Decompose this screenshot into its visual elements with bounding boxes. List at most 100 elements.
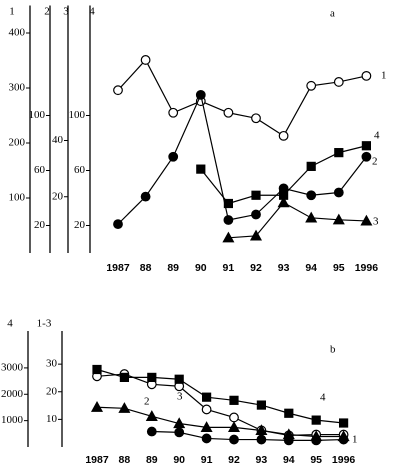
x-tick-label: 88 (119, 454, 131, 466)
y-tick-label: 60 (74, 164, 86, 176)
x-tick-label: 92 (250, 262, 262, 274)
marker (223, 107, 234, 118)
marker (311, 415, 321, 425)
marker (145, 410, 158, 421)
marker (147, 372, 157, 382)
series-line (228, 201, 367, 239)
marker (306, 80, 317, 91)
marker (284, 408, 294, 418)
marker (306, 161, 316, 171)
marker (168, 107, 179, 118)
marker (223, 198, 233, 209)
x-tick-label: 95 (310, 454, 322, 466)
series-label: 1 (381, 70, 387, 82)
marker (278, 130, 289, 141)
marker (334, 148, 344, 158)
marker (360, 214, 373, 226)
marker (140, 55, 151, 65)
marker (227, 421, 241, 432)
x-tick-label: 1996 (355, 262, 379, 274)
marker (361, 141, 371, 151)
marker (333, 77, 344, 87)
x-tick-label: 94 (283, 454, 295, 466)
x-tick-label: 95 (333, 262, 345, 274)
panel-label: a (330, 8, 335, 20)
x-tick-label: 1996 (332, 454, 356, 466)
series-label: 3 (177, 391, 183, 403)
series-label: 1 (352, 434, 358, 446)
marker (255, 424, 268, 436)
y-tick-label: 10 (46, 413, 58, 425)
y-axis-label: 4 (89, 6, 95, 18)
y-tick-label: 20 (74, 219, 86, 231)
marker (229, 434, 239, 445)
series-label: 3 (373, 216, 379, 228)
y-axis-label: 3 (63, 6, 69, 18)
y-tick-label: 300 (9, 82, 26, 94)
series-line (96, 406, 344, 438)
marker (195, 89, 206, 100)
marker (168, 151, 179, 162)
series-label: 2 (144, 396, 150, 408)
marker (251, 209, 261, 220)
x-tick-label: 93 (278, 262, 290, 274)
series-line (96, 373, 344, 437)
marker (119, 372, 130, 382)
marker (311, 435, 322, 446)
y-tick-label: 1000 (1, 414, 24, 426)
y-tick-label: 100 (9, 192, 26, 204)
series-line (96, 368, 344, 424)
y-tick-label: 400 (9, 27, 26, 39)
x-tick-label: 91 (201, 454, 213, 466)
panel-label: b (330, 344, 336, 356)
marker (113, 85, 123, 96)
marker (222, 231, 235, 243)
marker (90, 400, 104, 412)
y-tick-label: 40 (52, 134, 64, 146)
series-label: 2 (372, 156, 378, 168)
marker (332, 213, 345, 225)
y-tick-label: 200 (9, 137, 26, 149)
marker (92, 364, 102, 375)
marker (361, 151, 372, 162)
marker (201, 433, 212, 444)
y-axis-label: 4 (7, 318, 13, 330)
y-tick-label: 100 (69, 109, 86, 121)
marker (277, 196, 290, 208)
marker (279, 190, 289, 200)
y-axis-label: 1-3 (37, 318, 52, 330)
marker (113, 219, 123, 230)
x-tick-label: 1987 (106, 262, 130, 274)
y-tick-label: 20 (34, 219, 46, 231)
marker (229, 412, 239, 423)
y-tick-label: 20 (52, 190, 64, 202)
marker (256, 434, 267, 445)
marker (229, 395, 239, 405)
x-tick-label: 1987 (85, 454, 109, 466)
marker (283, 435, 294, 446)
y-axis-label: 1 (9, 6, 15, 18)
marker (202, 392, 212, 402)
x-tick-label: 93 (256, 454, 268, 466)
marker (140, 191, 151, 202)
x-tick-label: 91 (223, 262, 235, 274)
marker (200, 421, 213, 432)
marker (333, 187, 344, 198)
series-label: 4 (374, 130, 380, 142)
marker (338, 434, 349, 445)
marker (306, 190, 317, 201)
x-tick-label: 90 (195, 262, 207, 274)
y-tick-label: 2000 (1, 388, 24, 400)
marker (174, 427, 185, 438)
x-tick-label: 90 (173, 454, 185, 466)
x-tick-label: 94 (305, 262, 317, 274)
x-tick-label: 88 (140, 262, 152, 274)
y-tick-label: 60 (34, 164, 46, 176)
y-tick-label: 30 (46, 358, 58, 370)
marker (146, 426, 157, 437)
y-tick-label: 100 (29, 109, 46, 121)
marker (249, 229, 263, 241)
y-tick-label: 20 (46, 385, 58, 397)
marker (339, 418, 349, 428)
